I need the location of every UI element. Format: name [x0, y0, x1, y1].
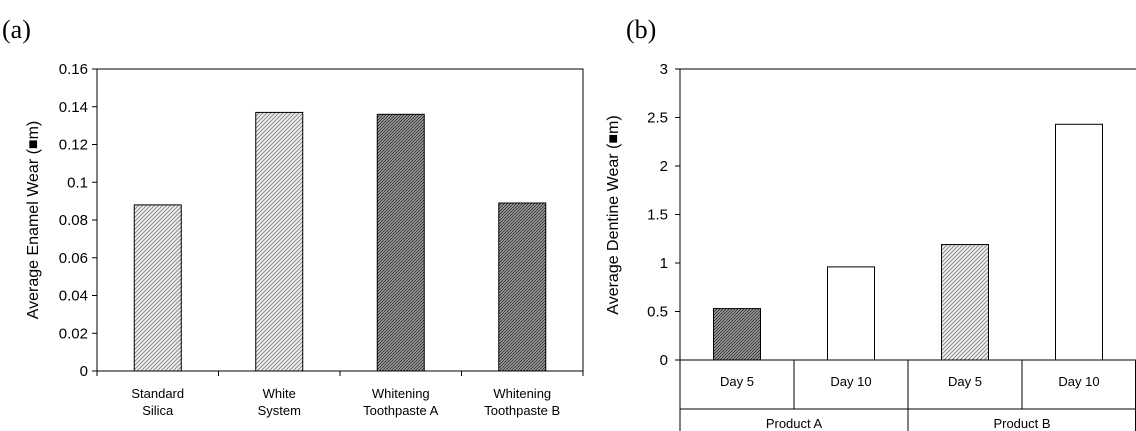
plot-frame-a	[96, 68, 584, 372]
y-tick-label-a: 0.16	[59, 61, 88, 78]
category-labels-b: Day 5 Day 10 Day 5 Day 10 Product A Product B	[720, 374, 1100, 431]
chart-b: (b) Average Dentine Wear (■m) 0 0.5 1 1.5 2 2…	[605, 15, 1136, 431]
y-tick-label-a: 0.02	[59, 325, 88, 342]
y-axis-label-a: Average Enamel Wear (■m)	[25, 121, 42, 319]
category-label-b: Day 10	[1058, 374, 1099, 389]
y-tick-label-a: 0.12	[59, 137, 88, 154]
category-label-line: Standard	[131, 386, 184, 401]
y-tick-label-b: 2.5	[647, 110, 668, 127]
y-tick-label-a: 0	[80, 363, 88, 380]
bar-b-2	[941, 244, 989, 361]
y-tick-label-a: 0.04	[59, 288, 88, 305]
category-label-a: Whitening Toothpaste B	[484, 386, 560, 418]
bars-b	[713, 123, 1103, 361]
bars-a	[133, 111, 547, 372]
bar-a-3	[498, 202, 547, 372]
bar-a-1	[255, 111, 304, 372]
category-label-a: Standard Silica	[131, 386, 184, 418]
category-label-line: White	[263, 386, 296, 401]
panel-label-b: (b)	[626, 15, 656, 44]
y-tick-label-a: 0.06	[59, 250, 88, 267]
category-label-a: Whitening Toothpaste A	[363, 386, 438, 418]
y-axis-label-b: Average Dentine Wear (■m)	[605, 115, 622, 314]
category-labels-a: Standard Silica White System Whitening Toothp…	[96, 371, 584, 418]
y-tick-label-b: 3	[660, 61, 668, 78]
bar-b-1	[827, 266, 875, 361]
y-tick-label-b: 2	[660, 158, 668, 175]
category-label-line: Whitening	[493, 386, 551, 401]
category-label-line: Silica	[142, 403, 174, 418]
y-tick-label-a: 0.14	[59, 99, 88, 116]
group-label-b: Product A	[766, 416, 823, 431]
panel-label-a: (a)	[2, 15, 31, 44]
y-tick-label-b: 1.5	[647, 207, 668, 224]
y-ticks-b: 0 0.5 1 1.5 2 2.5 3	[647, 61, 680, 369]
y-tick-label-b: 1	[660, 255, 668, 272]
category-label-b: Day 10	[830, 374, 871, 389]
bar-b-3	[1055, 123, 1103, 361]
category-label-line: Toothpaste B	[484, 403, 560, 418]
group-label-b: Product B	[993, 416, 1050, 431]
category-label-b: Day 5	[720, 374, 754, 389]
y-ticks-a: 0 0.02 0.04 0.06 0.08 0.1 0.12 0.14 0.16	[59, 61, 97, 380]
chart-a: (a) Average Enamel Wear (■m) 0 0.02 0.04 0.…	[2, 15, 584, 418]
category-label-a: White System	[258, 386, 301, 418]
category-label-line: Whitening	[372, 386, 430, 401]
y-tick-label-a: 0.1	[67, 174, 88, 191]
category-label-line: Toothpaste A	[363, 403, 438, 418]
category-label-b: Day 5	[948, 374, 982, 389]
category-label-line: System	[258, 403, 301, 418]
bar-a-2	[376, 113, 425, 372]
bar-a-0	[133, 204, 182, 372]
y-tick-label-b: 0.5	[647, 304, 668, 321]
y-tick-label-b: 0	[660, 352, 668, 369]
bar-b-0	[713, 308, 761, 361]
y-tick-label-a: 0.08	[59, 212, 88, 229]
